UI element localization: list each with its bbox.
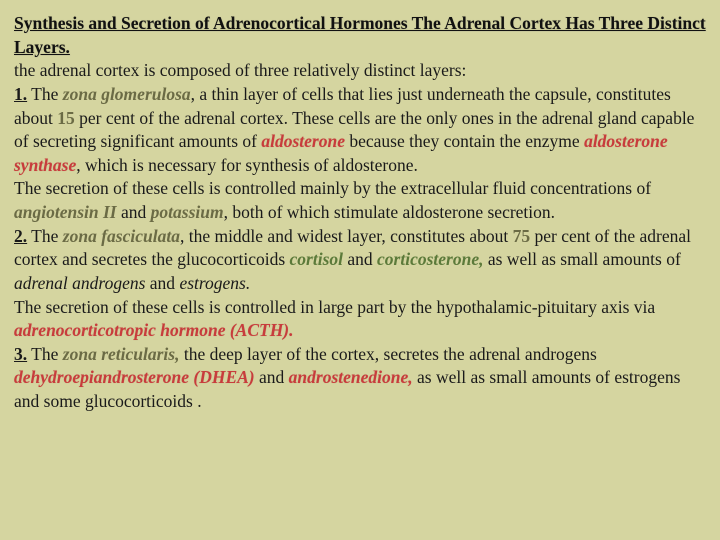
zona-reticularis: zona reticularis,	[63, 344, 180, 364]
term-cortisol: cortisol	[290, 249, 343, 269]
secretion1-text-b: , both of which stimulate aldosterone se…	[224, 202, 555, 222]
percent-75: 75	[513, 226, 531, 246]
percent-15: 15	[57, 108, 75, 128]
secretion1-text-a: The secretion of these cells is controll…	[14, 178, 651, 198]
term-dhea: dehydroepiandrosterone (DHEA)	[14, 367, 255, 387]
layer2-text-a: , the middle and widest layer, constitut…	[180, 226, 513, 246]
term-acth: adrenocorticotropic hormone (ACTH).	[14, 320, 294, 340]
layer3-text-a: the deep layer of the cortex, secretes t…	[179, 344, 596, 364]
and-1: and	[117, 202, 151, 222]
slide-container: Synthesis and Secretion of Adrenocortica…	[0, 0, 720, 540]
item-2-number: 2.	[14, 226, 27, 246]
the-2: The	[27, 226, 63, 246]
term-corticosterone: corticosterone,	[377, 249, 483, 269]
zona-fasciculata: zona fasciculata	[63, 226, 180, 246]
the-3: The	[27, 344, 63, 364]
item-3-number: 3.	[14, 344, 27, 364]
layer1-text-c: because they contain the enzyme	[345, 131, 584, 151]
term-adrenal-androgens: adrenal androgens	[14, 273, 145, 293]
zona-glomerulosa: zona glomerulosa	[63, 84, 191, 104]
item-1-number: 1.	[14, 84, 27, 104]
and-2: and	[343, 249, 377, 269]
term-aldosterone: aldosterone	[261, 131, 345, 151]
slide-title: Synthesis and Secretion of Adrenocortica…	[14, 13, 706, 57]
term-androstenedione: androstenedione,	[289, 367, 413, 387]
term-potassium: potassium	[151, 202, 224, 222]
intro-text: the adrenal cortex is composed of three …	[14, 60, 466, 80]
layer1-text-d: , which is necessary for synthesis of al…	[76, 155, 418, 175]
secretion2-text-a: The secretion of these cells is controll…	[14, 297, 655, 317]
and-4: and	[255, 367, 289, 387]
the-1: The	[27, 84, 63, 104]
and-3: and	[145, 273, 179, 293]
layer2-text-c: as well as small amounts of	[483, 249, 680, 269]
term-angiotensin: angiotensin II	[14, 202, 117, 222]
term-estrogens: estrogens.	[179, 273, 250, 293]
